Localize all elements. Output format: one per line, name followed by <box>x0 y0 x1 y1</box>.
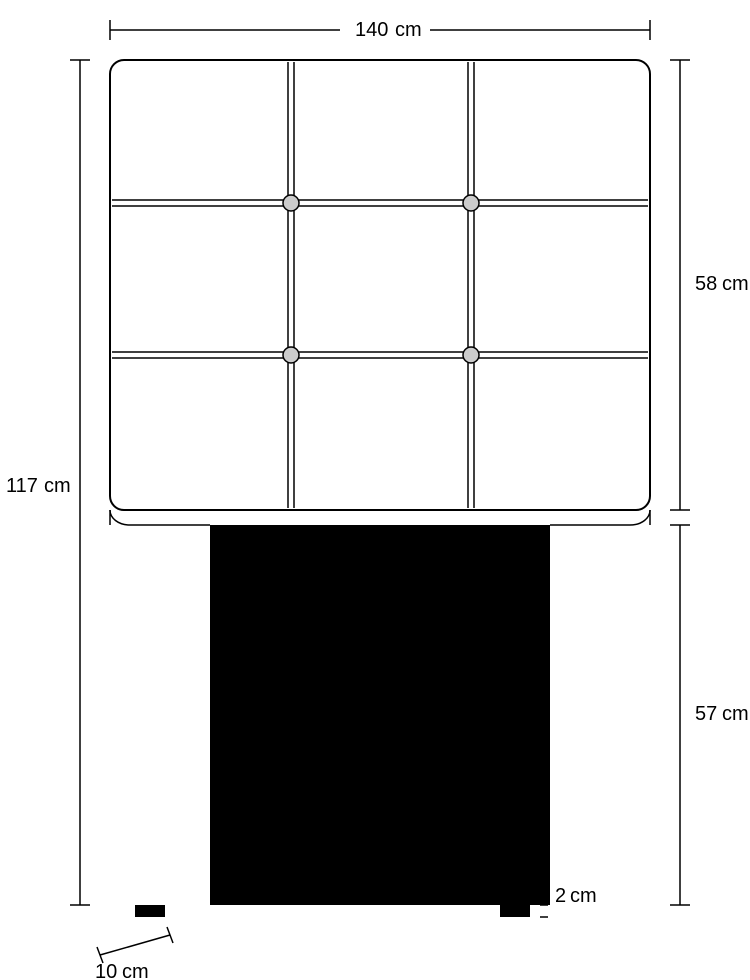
dimension-foot-depth-value: 10 <box>95 961 117 980</box>
dimension-right-upper-value: 58 <box>695 273 717 295</box>
dimension-foot-height-unit: cm <box>570 885 597 907</box>
dimension-left-height-value: 117 <box>6 475 38 497</box>
dimension-top-width: 140 cm <box>110 14 650 42</box>
lower-back-panel <box>210 525 550 905</box>
headboard-bottom-curve-right <box>550 510 650 525</box>
dimension-right-lower-value: 57 <box>695 703 717 725</box>
dimension-right-lower: 57 cm <box>670 525 749 905</box>
dimension-right-upper-unit: cm <box>722 273 749 295</box>
headboard-bottom-curve-left <box>110 510 210 525</box>
dimension-top-width-value: 140 <box>355 19 388 41</box>
foot-right <box>500 905 530 917</box>
foot-left <box>135 905 165 917</box>
dimension-top-width-unit: cm <box>395 19 422 41</box>
dimension-foot-depth-unit: cm <box>122 961 149 980</box>
dimension-right-upper: 58 cm <box>670 60 749 510</box>
headboard-outline <box>110 60 650 510</box>
dimension-left-height-unit: cm <box>44 475 71 497</box>
headboard-dimension-diagram: 140 cm 117 cm 58 cm 57 cm 2 cm 10 <box>0 0 750 980</box>
dimension-foot-depth: 10 cm <box>95 927 173 980</box>
dimension-right-lower-unit: cm <box>722 703 749 725</box>
dimension-left-height: 117 cm <box>5 60 90 905</box>
dimension-foot-height-value: 2 <box>555 885 566 907</box>
